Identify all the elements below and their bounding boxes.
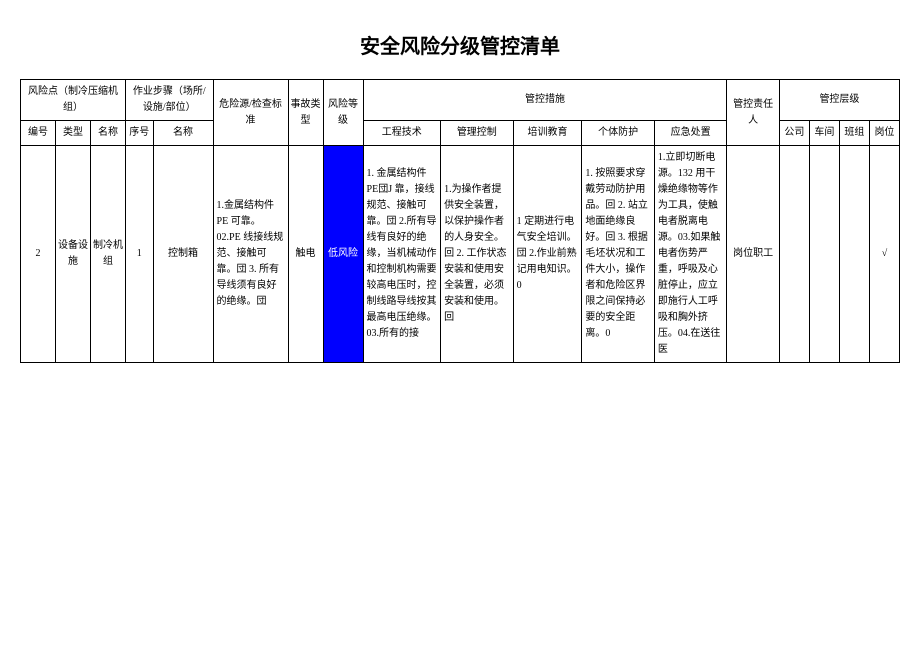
hdr-ppe: 个体防护: [582, 121, 655, 146]
cell-risk-level: 低风险: [323, 146, 363, 363]
cell-num: 2: [21, 146, 56, 363]
hdr-emergency: 应急处置: [654, 121, 727, 146]
hdr-engineering: 工程技术: [363, 121, 441, 146]
risk-table: 风险点（制冷压缩机组） 作业步骤（场所/设施/部位） 危险源/检查标准 事故类型…: [20, 79, 900, 363]
cell-company: [779, 146, 809, 363]
hdr-team: 班组: [839, 121, 869, 146]
hdr-seq: 序号: [126, 121, 154, 146]
cell-workshop: [809, 146, 839, 363]
hdr-post: 岗位: [869, 121, 899, 146]
cell-team: [839, 146, 869, 363]
cell-seq: 1: [126, 146, 154, 363]
hdr-op-name: 名称: [153, 121, 213, 146]
hdr-name: 名称: [91, 121, 126, 146]
table-row: 2 设备设施 制冷机组 1 控制箱 1.金属结构件PE 可靠。02.PE 线接线…: [21, 146, 900, 363]
cell-emergency: 1.立即切断电源。132 用干燥绝缘物等作为工具，使触电者脱离电源。03.如果触…: [654, 146, 727, 363]
cell-responsible: 岗位职工: [727, 146, 780, 363]
cell-ppe: 1. 按照要求穿戴劳动防护用品。回 2. 站立地面绝缘良好。回 3. 根据毛坯状…: [582, 146, 655, 363]
cell-op-name: 控制箱: [153, 146, 213, 363]
cell-name: 制冷机组: [91, 146, 126, 363]
cell-hazard: 1.金属结构件PE 可靠。02.PE 线接线规范、接触可靠。団 3. 所有导线须…: [213, 146, 288, 363]
hdr-responsible: 管控责任人: [727, 80, 780, 146]
cell-type: 设备设施: [56, 146, 91, 363]
cell-post: √: [869, 146, 899, 363]
cell-engineering: 1. 金属结构件 PE団J 靠，接线规范、接触可靠。団 2.所有导线有良好的绝缘…: [363, 146, 441, 363]
hdr-risk-point: 风险点（制冷压缩机组）: [21, 80, 126, 121]
hdr-risk-level: 风险等级: [323, 80, 363, 146]
cell-training: 1 定期进行电气安全培训。団 2.作业前熟记用电知识。0: [513, 146, 582, 363]
header-row-1: 风险点（制冷压缩机组） 作业步骤（场所/设施/部位） 危险源/检查标准 事故类型…: [21, 80, 900, 121]
cell-management: 1.为操作者提供安全装置，以保护操作者的人身安全。回 2. 工作状态安装和使用安…: [441, 146, 514, 363]
hdr-company: 公司: [779, 121, 809, 146]
hdr-management: 管理控制: [441, 121, 514, 146]
hdr-operation: 作业步骤（场所/设施/部位）: [126, 80, 214, 121]
hdr-hazard: 危险源/检查标准: [213, 80, 288, 146]
hdr-workshop: 车间: [809, 121, 839, 146]
hdr-control-measures: 管控措施: [363, 80, 727, 121]
page-title: 安全风险分级管控清单: [20, 30, 900, 59]
hdr-training: 培训教育: [513, 121, 582, 146]
hdr-type: 类型: [56, 121, 91, 146]
hdr-control-level: 管控层级: [779, 80, 899, 121]
hdr-num: 编号: [21, 121, 56, 146]
cell-accident: 触电: [288, 146, 323, 363]
hdr-accident: 事故类型: [288, 80, 323, 146]
